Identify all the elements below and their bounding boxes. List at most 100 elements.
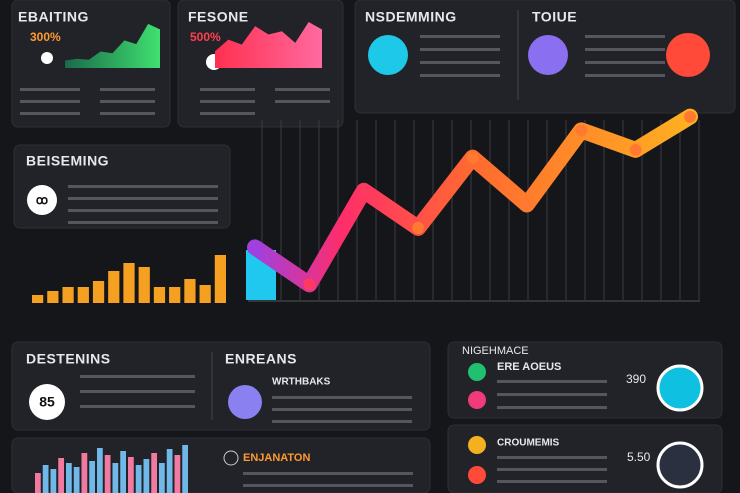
title: ENREANS — [225, 351, 297, 367]
bar — [112, 463, 119, 493]
icon — [468, 363, 486, 381]
point — [357, 184, 370, 197]
bar — [143, 459, 150, 493]
text-line — [243, 484, 413, 487]
icon — [368, 35, 408, 75]
title: DESTENINS — [26, 351, 111, 367]
text-line — [20, 100, 80, 103]
bar — [50, 469, 57, 493]
point — [575, 124, 588, 137]
text-line — [585, 35, 665, 38]
bar — [159, 463, 165, 493]
title: ENJANATON — [243, 452, 310, 464]
title: NSDEMMING — [365, 9, 457, 25]
text-line — [497, 468, 607, 471]
text-line — [100, 88, 155, 91]
text-line — [68, 197, 218, 200]
value: 390 — [626, 372, 646, 386]
text-line — [272, 408, 412, 411]
icon — [27, 185, 57, 215]
point — [684, 110, 696, 123]
value: 300% — [30, 30, 61, 44]
icon — [468, 436, 486, 454]
badge: 85 — [39, 394, 55, 410]
icon — [41, 52, 53, 64]
bar — [92, 281, 105, 303]
text-line — [100, 112, 155, 115]
icon — [228, 385, 262, 419]
bar — [174, 455, 181, 493]
icon — [666, 33, 710, 77]
text-line — [420, 61, 500, 64]
point — [303, 278, 316, 291]
text-line — [497, 393, 607, 396]
text-line — [585, 74, 665, 77]
value: 5.50 — [627, 450, 651, 464]
text-line — [200, 100, 255, 103]
point — [629, 143, 642, 156]
bar — [182, 445, 188, 493]
bar — [128, 457, 134, 493]
point — [412, 221, 425, 234]
text-line — [497, 406, 607, 409]
icon — [468, 391, 486, 409]
icon — [656, 441, 704, 489]
text-line — [497, 456, 607, 459]
point — [466, 151, 479, 164]
subtitle: WRTHBAKS — [272, 377, 331, 388]
text-line — [68, 185, 218, 188]
bar — [151, 453, 157, 493]
bar — [47, 291, 59, 303]
text-line — [20, 112, 80, 115]
bar — [184, 279, 196, 303]
icon — [223, 450, 239, 466]
text-line — [68, 209, 218, 212]
bar — [153, 287, 166, 303]
bar — [66, 463, 72, 493]
text-line — [200, 88, 255, 91]
title: CROUMEMIS — [497, 438, 560, 449]
icon-label: ꝏ — [36, 193, 48, 207]
bar — [32, 295, 44, 303]
text-line — [585, 61, 665, 64]
bar — [58, 458, 64, 493]
title: EBAITING — [18, 9, 89, 25]
value: 500% — [190, 30, 221, 44]
icon — [468, 466, 486, 484]
text-line — [80, 375, 195, 378]
bar — [97, 448, 103, 493]
title: TOIUE — [532, 9, 577, 25]
text-line — [272, 396, 412, 399]
icon — [656, 364, 704, 412]
area — [215, 22, 322, 68]
text-line — [420, 48, 500, 51]
text-line — [20, 88, 80, 91]
text-line — [200, 112, 255, 115]
bar — [138, 267, 150, 303]
bar — [135, 465, 142, 493]
item: ERE AOEUS — [497, 361, 561, 373]
icon — [29, 384, 65, 420]
text-line — [275, 100, 330, 103]
text-line — [68, 221, 218, 224]
title: FESONE — [188, 9, 249, 25]
bar — [120, 451, 126, 493]
bar — [104, 455, 111, 493]
line — [247, 108, 698, 293]
icon — [528, 35, 568, 75]
text-line — [243, 472, 413, 475]
bar — [108, 271, 120, 303]
text-line — [497, 480, 607, 483]
text-line — [420, 35, 500, 38]
text-line — [80, 405, 195, 408]
bar — [62, 287, 74, 303]
bar — [199, 285, 211, 303]
bar — [81, 453, 88, 493]
bar — [214, 255, 226, 303]
bar — [77, 287, 89, 303]
point — [520, 198, 533, 211]
bar — [35, 473, 41, 493]
bar — [123, 263, 135, 303]
bar — [166, 449, 173, 493]
